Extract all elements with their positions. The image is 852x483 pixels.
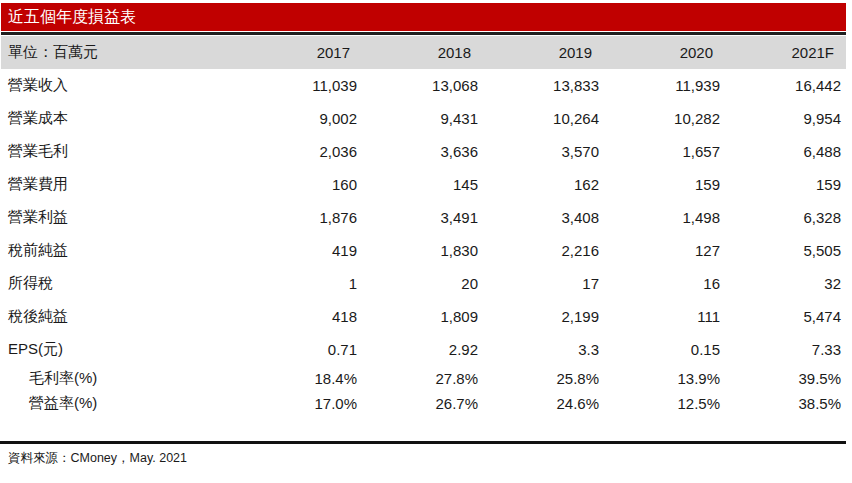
- cell-value: 39.5%: [725, 366, 846, 391]
- table-row: 稅前純益4191,8302,2161275,505: [1, 234, 846, 267]
- table-row: 營業利益1,8763,4913,4081,4986,328: [1, 201, 846, 234]
- table-row: 營業費用160145162159159: [1, 168, 846, 201]
- cell-value: 1,657: [604, 135, 725, 168]
- cell-value: 3,491: [362, 201, 483, 234]
- cell-value: 12.5%: [604, 391, 725, 416]
- row-label: 營益率(%): [1, 391, 241, 416]
- cell-value: 32: [725, 267, 846, 300]
- cell-value: 7.33: [725, 333, 846, 366]
- cell-value: 3,408: [483, 201, 604, 234]
- cell-value: 9,954: [725, 102, 846, 135]
- row-label: 營業毛利: [1, 135, 241, 168]
- cell-value: 17: [483, 267, 604, 300]
- cell-value: 127: [604, 234, 725, 267]
- cell-value: 2,036: [241, 135, 362, 168]
- page-title: 近五個年度損益表: [8, 8, 136, 25]
- table-row: 營業成本9,0029,43110,26410,2829,954: [1, 102, 846, 135]
- cell-value: 17.0%: [241, 391, 362, 416]
- row-label: 營業費用: [1, 168, 241, 201]
- cell-value: 0.71: [241, 333, 362, 366]
- title-divider: [1, 32, 846, 35]
- row-label: 稅前純益: [1, 234, 241, 267]
- cell-value: 159: [604, 168, 725, 201]
- title-bar: 近五個年度損益表: [1, 3, 846, 31]
- row-label: 所得稅: [1, 267, 241, 300]
- column-header-year: 2017: [241, 36, 362, 69]
- income-statement-table: 單位：百萬元 20172018201920202021F 營業收入11,0391…: [1, 36, 846, 416]
- column-header-year: 2021F: [725, 36, 846, 69]
- footer-divider: [0, 441, 846, 444]
- cell-value: 9,002: [241, 102, 362, 135]
- cell-value: 13.9%: [604, 366, 725, 391]
- cell-value: 1,809: [362, 300, 483, 333]
- cell-value: 1: [241, 267, 362, 300]
- cell-value: 20: [362, 267, 483, 300]
- cell-value: 111: [604, 300, 725, 333]
- row-label: 稅後純益: [1, 300, 241, 333]
- row-label: 營業成本: [1, 102, 241, 135]
- cell-value: 3,570: [483, 135, 604, 168]
- cell-value: 38.5%: [725, 391, 846, 416]
- table-row: 營益率(%)17.0%26.7%24.6%12.5%38.5%: [1, 391, 846, 416]
- cell-value: 2,216: [483, 234, 604, 267]
- cell-value: 18.4%: [241, 366, 362, 391]
- column-header-year: 2019: [483, 36, 604, 69]
- cell-value: 13,068: [362, 69, 483, 102]
- row-label: 毛利率(%): [1, 366, 241, 391]
- cell-value: 418: [241, 300, 362, 333]
- table-row: 毛利率(%)18.4%27.8%25.8%13.9%39.5%: [1, 366, 846, 391]
- cell-value: 0.15: [604, 333, 725, 366]
- cell-value: 1,876: [241, 201, 362, 234]
- cell-value: 9,431: [362, 102, 483, 135]
- cell-value: 1,830: [362, 234, 483, 267]
- cell-value: 11,039: [241, 69, 362, 102]
- cell-value: 6,488: [725, 135, 846, 168]
- cell-value: 160: [241, 168, 362, 201]
- cell-value: 16: [604, 267, 725, 300]
- cell-value: 5,505: [725, 234, 846, 267]
- cell-value: 6,328: [725, 201, 846, 234]
- table-row: 所得稅120171632: [1, 267, 846, 300]
- cell-value: 11,939: [604, 69, 725, 102]
- cell-value: 159: [725, 168, 846, 201]
- cell-value: 162: [483, 168, 604, 201]
- table-row: 稅後純益4181,8092,1991115,474: [1, 300, 846, 333]
- cell-value: 13,833: [483, 69, 604, 102]
- column-header-year: 2020: [604, 36, 725, 69]
- cell-value: 27.8%: [362, 366, 483, 391]
- table-row: 營業收入11,03913,06813,83311,93916,442: [1, 69, 846, 102]
- table-row: EPS(元)0.712.923.30.157.33: [1, 333, 846, 366]
- cell-value: 419: [241, 234, 362, 267]
- table-header-row: 單位：百萬元 20172018201920202021F: [1, 36, 846, 69]
- cell-value: 1,498: [604, 201, 725, 234]
- row-label: 營業利益: [1, 201, 241, 234]
- cell-value: 3.3: [483, 333, 604, 366]
- cell-value: 25.8%: [483, 366, 604, 391]
- cell-value: 24.6%: [483, 391, 604, 416]
- cell-value: 16,442: [725, 69, 846, 102]
- cell-value: 5,474: [725, 300, 846, 333]
- row-label: 營業收入: [1, 69, 241, 102]
- source-note: 資料來源：CMoney，May. 2021: [8, 450, 187, 467]
- table-row: 營業毛利2,0363,6363,5701,6576,488: [1, 135, 846, 168]
- cell-value: 10,282: [604, 102, 725, 135]
- row-label: EPS(元): [1, 333, 241, 366]
- unit-label: 單位：百萬元: [1, 36, 241, 69]
- income-statement-page: 近五個年度損益表 單位：百萬元 20172018201920202021F 營業…: [0, 0, 852, 483]
- cell-value: 2.92: [362, 333, 483, 366]
- cell-value: 10,264: [483, 102, 604, 135]
- cell-value: 3,636: [362, 135, 483, 168]
- cell-value: 2,199: [483, 300, 604, 333]
- cell-value: 26.7%: [362, 391, 483, 416]
- cell-value: 145: [362, 168, 483, 201]
- column-header-year: 2018: [362, 36, 483, 69]
